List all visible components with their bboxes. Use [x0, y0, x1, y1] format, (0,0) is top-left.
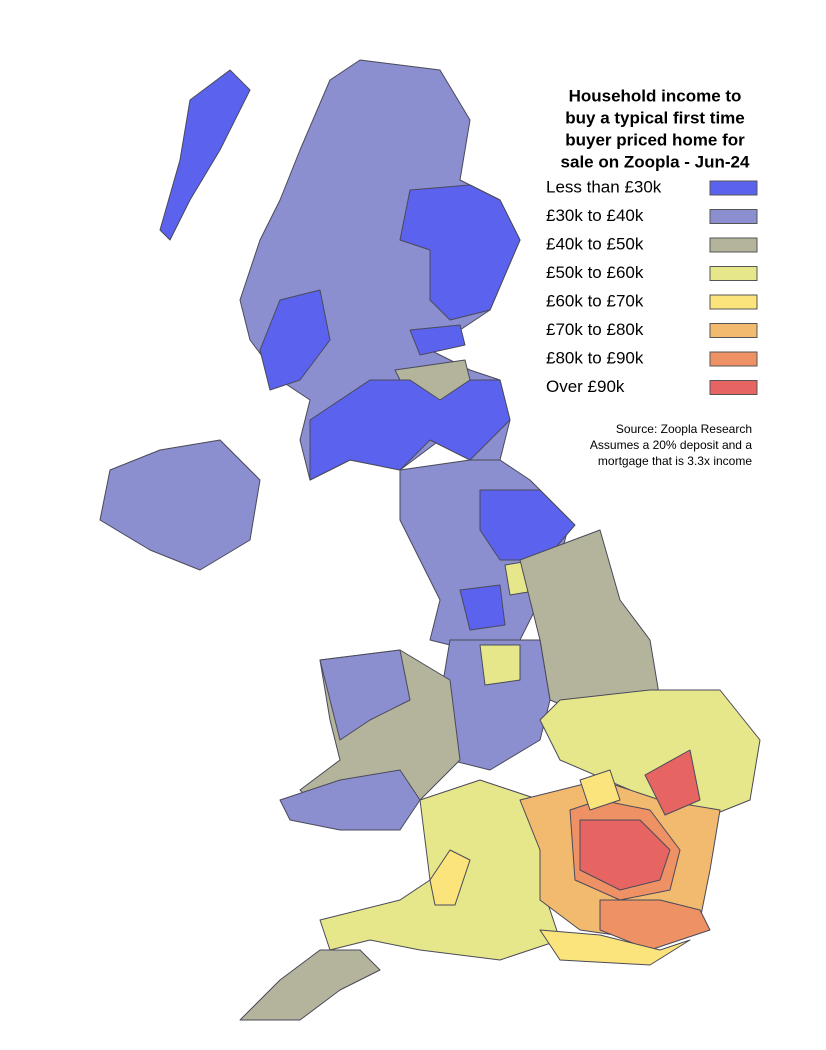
region [259, 289, 331, 391]
legend-swatch [709, 380, 758, 395]
legend-swatch [709, 237, 758, 253]
legend: Less than £30k £30k to £40k £40k to £50k £5… [546, 177, 758, 396]
legend-label: £50k to £60k [546, 263, 644, 282]
region [579, 819, 671, 891]
region [159, 69, 251, 241]
region [429, 849, 471, 906]
source-line: mortgage that is 3.3x income [598, 454, 752, 468]
legend-label: £40k to £50k [546, 234, 644, 253]
region [459, 584, 506, 631]
region [579, 769, 621, 811]
legend-label: £70k to £80k [546, 320, 644, 339]
region [644, 749, 701, 816]
legend-label: Less than £30k [546, 177, 662, 196]
region [279, 769, 421, 831]
source-line: Source: Zoopla Research [616, 422, 752, 436]
region [409, 324, 466, 356]
legend-label: £80k to £90k [546, 348, 644, 367]
region [99, 439, 261, 571]
legend-swatch [709, 209, 758, 224]
title-line: sale on Zoopla - Jun-24 [561, 152, 750, 171]
region [239, 949, 381, 1021]
source-line: Assumes a 20% deposit and a [590, 438, 752, 452]
region [599, 899, 711, 951]
legend-title: Household income to buy a typical first t… [561, 86, 750, 171]
legend-label: £30k to £40k [546, 206, 644, 225]
legend-swatch [709, 266, 758, 281]
legend-label: Over £90k [546, 377, 625, 396]
legend-label: £60k to £70k [546, 291, 644, 310]
title-line: buyer priced home for [565, 130, 745, 149]
legend-swatch [709, 294, 758, 310]
region [309, 379, 511, 481]
region [539, 929, 691, 966]
legend-swatch [709, 323, 758, 338]
legend-swatch [709, 351, 758, 367]
region [479, 644, 521, 686]
title-line: Household income to [569, 86, 742, 105]
region [399, 184, 521, 321]
legend-swatch [709, 180, 758, 196]
region [319, 649, 411, 741]
title-line: buy a typical first time [565, 108, 745, 127]
source-note: Source: Zoopla Research Assumes a 20% dep… [590, 422, 752, 468]
map-regions [99, 59, 761, 1021]
